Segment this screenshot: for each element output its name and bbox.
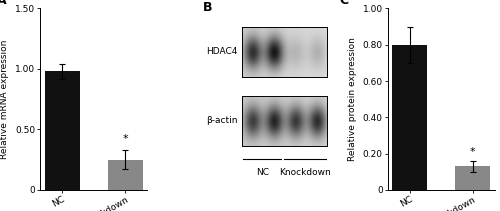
Text: Knockdown: Knockdown: [279, 168, 331, 177]
Bar: [45, 71, 80, 190]
Text: β-actin: β-actin: [206, 116, 238, 126]
Text: A: A: [0, 0, 6, 7]
Bar: [456, 166, 490, 190]
Text: HDAC4: HDAC4: [206, 47, 238, 57]
Text: *: *: [470, 147, 476, 157]
Text: *: *: [122, 134, 128, 144]
Text: NC: NC: [256, 168, 269, 177]
Text: B: B: [202, 1, 212, 14]
Y-axis label: Relative mRNA expression: Relative mRNA expression: [0, 39, 10, 159]
Bar: [392, 45, 427, 190]
Y-axis label: Relative protein expression: Relative protein expression: [348, 37, 357, 161]
Bar: [108, 160, 142, 190]
Text: C: C: [340, 0, 348, 7]
